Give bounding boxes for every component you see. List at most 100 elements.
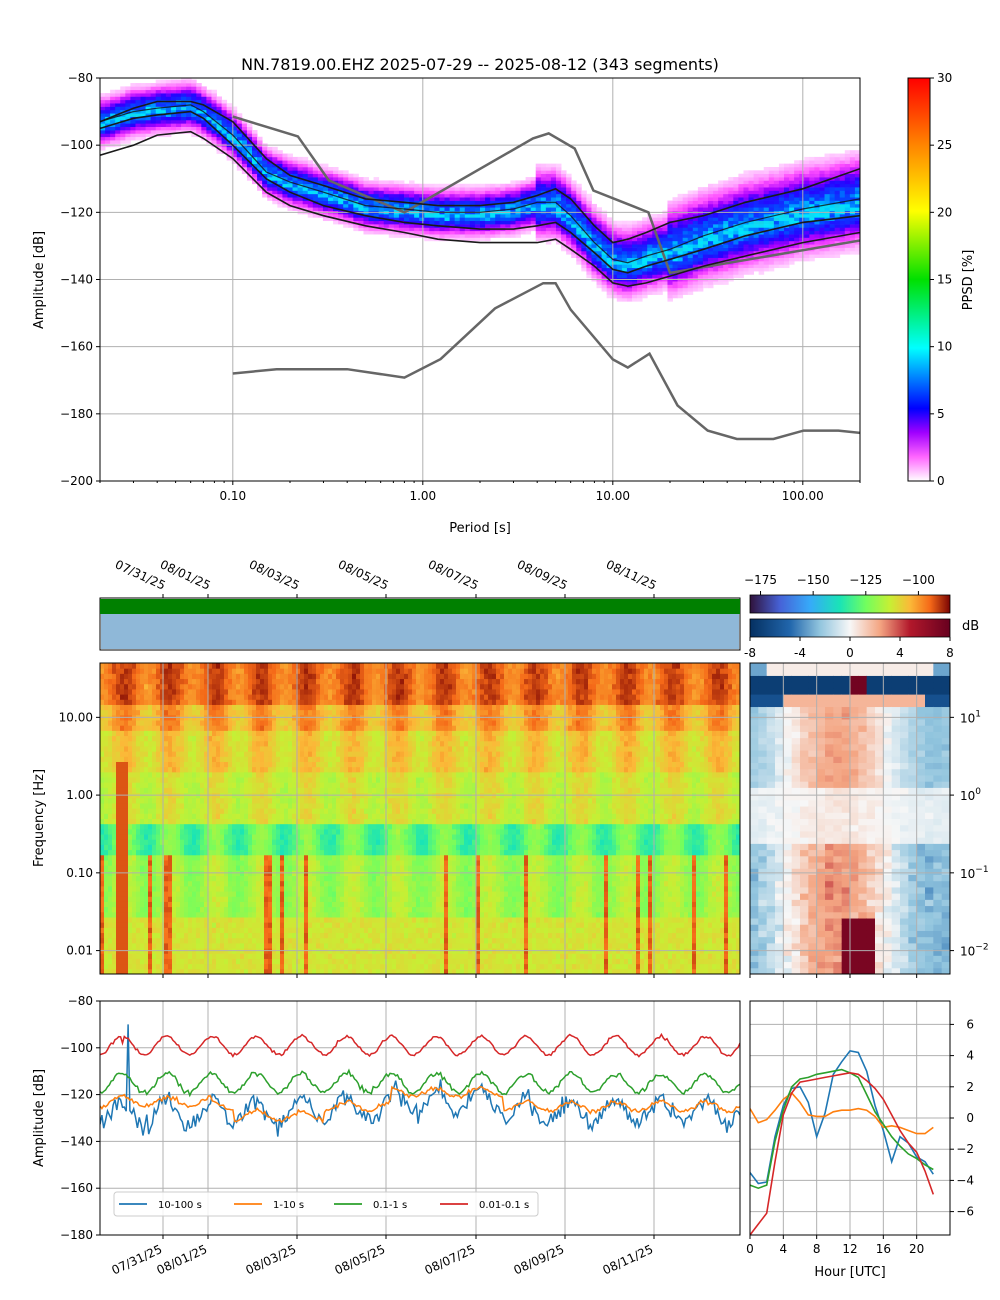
spectrogram-cell <box>172 823 177 830</box>
ppsd-cell <box>758 224 765 228</box>
spectrogram-cell <box>172 802 177 809</box>
ppsd-cell <box>778 257 785 262</box>
spectrogram-cell <box>112 823 117 830</box>
ppsd-cell <box>632 247 638 252</box>
ppsd-cell <box>581 234 587 238</box>
ppsd-cell <box>439 227 445 232</box>
ppsd-cell <box>419 187 425 191</box>
ppsd-cell <box>834 193 841 198</box>
ppsd-cell <box>621 230 628 235</box>
spectrogram-cell <box>124 942 129 949</box>
ppsd-cell <box>241 123 248 127</box>
spectrogram-cell <box>140 735 145 742</box>
spectrogram-cell <box>136 880 141 887</box>
ppsd-cell <box>135 123 141 127</box>
spectrogram-cell <box>176 839 181 845</box>
spectrogram-cell <box>188 844 193 851</box>
spectrogram-cell <box>176 802 181 809</box>
ppsd-cell <box>115 96 121 101</box>
ppsd-cell <box>525 187 532 191</box>
spectrogram-cell <box>188 891 193 897</box>
spectrogram-cell <box>196 663 201 669</box>
ppsd-cell <box>191 123 197 127</box>
ppsd-cell <box>829 220 836 225</box>
spectrogram-cell <box>108 844 113 851</box>
ppsd-cell <box>196 83 202 87</box>
ppsd-cell <box>581 267 587 272</box>
ppsd-cell <box>581 193 587 198</box>
spectrogram-cell <box>116 787 121 794</box>
spectrogram-cell <box>136 828 141 835</box>
ppsd-cell <box>819 163 825 168</box>
ppsd-cell <box>490 193 496 198</box>
ppsd-cell <box>252 150 258 154</box>
ppsd-cell <box>469 234 476 238</box>
ppsd-cell <box>348 180 354 185</box>
ppsd-cell <box>748 264 754 269</box>
spectrogram-cell <box>108 802 113 809</box>
ppsd-cell <box>697 203 704 208</box>
spectrogram-cell <box>128 813 133 819</box>
spectrogram-cell <box>108 916 113 923</box>
spectrogram-cell <box>112 720 117 726</box>
ppsd-cell <box>637 274 643 279</box>
spectrogram-cell <box>196 849 201 856</box>
ppsd-cell <box>718 193 724 198</box>
ppsd-cell <box>581 217 587 222</box>
spectrogram-cell <box>184 891 189 897</box>
ppsd-cell <box>839 187 846 191</box>
spectrogram-cell <box>128 942 133 949</box>
spectrogram-cell <box>132 828 137 835</box>
ppsd-cell <box>601 220 608 225</box>
ppsd-cell <box>713 267 719 272</box>
ppsd-cell <box>642 267 648 272</box>
ppsd-cell <box>849 217 856 222</box>
spectrogram-cell <box>184 777 189 783</box>
spectrogram-cell <box>152 813 157 819</box>
ppsd-cell <box>535 170 542 175</box>
ppsd-cell <box>480 183 486 188</box>
spectrogram-cell <box>136 797 141 804</box>
spectrogram-cell <box>176 927 181 934</box>
ppsd-cell <box>449 214 456 218</box>
ppsd-cell <box>662 267 668 272</box>
ppsd-cell <box>226 113 233 117</box>
ppsd-cell <box>799 183 805 188</box>
ppsd-cell <box>738 193 744 198</box>
ppsd-cell <box>277 170 283 175</box>
spectrogram-cell <box>104 751 109 757</box>
ppsd-cell <box>110 133 116 138</box>
ppsd-cell <box>530 190 537 195</box>
spectrogram-cell <box>104 745 109 752</box>
spectrogram-cell <box>196 896 201 902</box>
spectrogram-cell <box>100 704 105 711</box>
ppsd-cell <box>241 160 248 164</box>
ppsd-cell <box>419 193 425 198</box>
ppsd-cell <box>758 180 765 185</box>
spectrogram-cell <box>196 730 201 737</box>
ppsd-cell <box>211 136 217 141</box>
ppsd-cell <box>824 220 830 225</box>
spectrogram-cell <box>112 932 117 939</box>
spectrogram-cell <box>208 937 213 944</box>
ppsd-cell <box>135 89 141 94</box>
spectrogram-cell <box>192 740 197 747</box>
ppsd-cell <box>561 234 567 238</box>
ppsd-cell <box>606 247 613 252</box>
spectrogram-cell <box>104 875 109 882</box>
spectrogram-cell <box>188 777 193 783</box>
ppsd-cell <box>794 230 800 235</box>
ppsd-cell <box>145 109 152 114</box>
spectrogram-cell <box>128 777 133 783</box>
ppsd-cell <box>677 214 684 218</box>
ppsd-cell <box>784 217 790 222</box>
ppsd-cell <box>160 116 167 121</box>
spectrogram-cell <box>168 756 173 762</box>
spectrogram-cell <box>144 849 149 856</box>
spectrogram-cell <box>140 766 145 773</box>
ppsd-cell <box>419 227 425 232</box>
ppsd-cell <box>647 240 653 245</box>
ppsd-cell <box>480 214 486 218</box>
ppsd-cell <box>829 190 836 195</box>
ppsd-cell <box>246 167 253 171</box>
